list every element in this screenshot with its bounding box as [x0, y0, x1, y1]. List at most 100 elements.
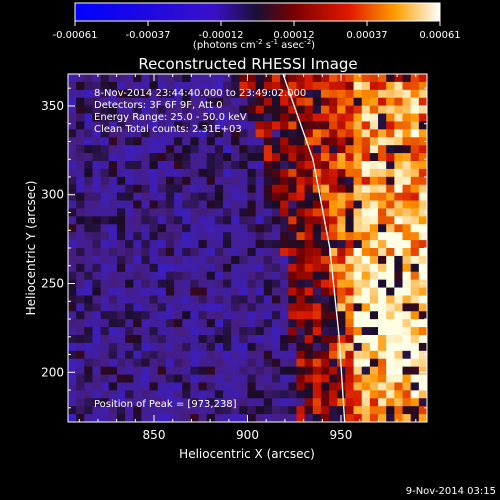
heatmap-cell — [329, 263, 338, 273]
heatmap-cell — [263, 263, 273, 273]
heatmap-cell — [149, 137, 159, 146]
colorbar-tick-label: 0.00037 — [346, 30, 387, 41]
heatmap-cell — [312, 232, 322, 241]
heatmap-cell — [125, 161, 134, 170]
heatmap-cell — [68, 105, 77, 114]
heatmap-cell — [182, 327, 191, 336]
heatmap-cell — [92, 192, 102, 201]
heatmap-cell — [402, 263, 412, 273]
heatmap-cell — [125, 145, 134, 154]
heatmap-cell — [410, 366, 420, 375]
heatmap-cell — [157, 366, 167, 375]
heatmap-cell — [174, 366, 183, 375]
heatmap-cell — [304, 271, 314, 281]
heatmap-cell — [304, 311, 314, 320]
heatmap-cell — [353, 184, 363, 194]
heatmap-cell — [394, 382, 403, 391]
heatmap-cell — [214, 319, 224, 328]
heatmap-cell — [386, 137, 395, 146]
heatmap-cell — [239, 382, 248, 391]
heatmap-cell — [198, 176, 208, 186]
heatmap-cell — [190, 192, 199, 201]
heatmap-cell — [247, 358, 257, 368]
heatmap-cell — [320, 319, 330, 328]
heatmap-cell — [174, 121, 183, 130]
heatmap-cell — [182, 398, 191, 407]
heatmap-cell — [418, 303, 427, 312]
heatmap-cell — [125, 176, 134, 186]
heatmap-cell — [190, 145, 199, 154]
heatmap-cell — [100, 208, 110, 217]
heatmap-cell — [280, 279, 289, 288]
heatmap-cell — [288, 184, 297, 194]
heatmap-cell — [214, 374, 224, 383]
heatmap-cell — [231, 153, 240, 162]
heatmap-cell — [214, 224, 224, 233]
heatmap-cell — [157, 327, 167, 336]
heatmap-cell — [337, 121, 346, 130]
heatmap-cell — [100, 335, 110, 344]
heatmap-cell — [263, 390, 273, 399]
heatmap-cell — [108, 263, 118, 273]
heatmap-cell — [68, 342, 77, 352]
heatmap-cell — [223, 105, 232, 114]
heatmap-cell — [141, 374, 150, 383]
heatmap-cell — [149, 335, 159, 344]
heatmap-cell — [157, 374, 167, 383]
heatmap-cell — [386, 271, 395, 281]
heatmap-cell — [108, 382, 118, 391]
heatmap-cell — [255, 398, 265, 407]
heatmap-cell — [402, 398, 412, 407]
heatmap-cell — [280, 342, 289, 352]
heatmap-cell — [263, 121, 273, 130]
heatmap-cell — [92, 145, 102, 154]
heatmap-cell — [68, 382, 77, 391]
heatmap-cell — [386, 192, 395, 201]
heatmap-cell — [68, 200, 77, 209]
heatmap-cell — [190, 176, 199, 186]
heatmap-cell — [394, 224, 403, 233]
heatmap-cell — [223, 129, 232, 138]
heatmap-cell — [337, 279, 346, 288]
heatmap-cell — [190, 224, 199, 233]
heatmap-cell — [190, 200, 199, 209]
heatmap-cell — [255, 295, 265, 304]
heatmap-cell — [231, 121, 240, 130]
heatmap-cell — [133, 358, 142, 368]
heatmap-cell — [133, 184, 142, 194]
heatmap-cell — [206, 74, 216, 83]
heatmap-cell — [223, 319, 232, 328]
heatmap-cell — [239, 271, 248, 281]
heatmap-cell — [329, 224, 338, 233]
heatmap-cell — [165, 327, 175, 336]
heatmap-cell — [141, 279, 150, 288]
heatmap-cell — [206, 358, 216, 368]
heatmap-cell — [288, 358, 297, 368]
heatmap-cell — [296, 232, 306, 241]
heatmap-cell — [361, 342, 371, 352]
heatmap-cell — [255, 287, 265, 296]
heatmap-cell — [369, 168, 379, 178]
heatmap-cell — [133, 208, 142, 217]
heatmap-cell — [100, 232, 110, 241]
heatmap-cell — [206, 216, 216, 225]
heatmap-cell — [92, 89, 102, 99]
heatmap-cell — [165, 74, 175, 83]
heatmap-cell — [418, 255, 427, 265]
heatmap-cell — [108, 398, 118, 407]
heatmap-cell — [92, 311, 102, 320]
heatmap-cell — [223, 208, 232, 217]
heatmap-cell — [255, 168, 265, 178]
heatmap-cell — [223, 255, 232, 265]
heatmap-cell — [92, 350, 102, 360]
heatmap-cell — [84, 129, 93, 138]
heatmap-cell — [263, 350, 273, 360]
heatmap-cell — [255, 406, 265, 415]
heatmap-cell — [263, 176, 273, 186]
heatmap-cell — [378, 129, 387, 138]
heatmap-cell — [92, 168, 102, 178]
heatmap-cell — [174, 153, 183, 162]
heatmap-cell — [418, 113, 427, 122]
heatmap-cell — [304, 240, 314, 249]
heatmap-cell — [76, 406, 85, 415]
